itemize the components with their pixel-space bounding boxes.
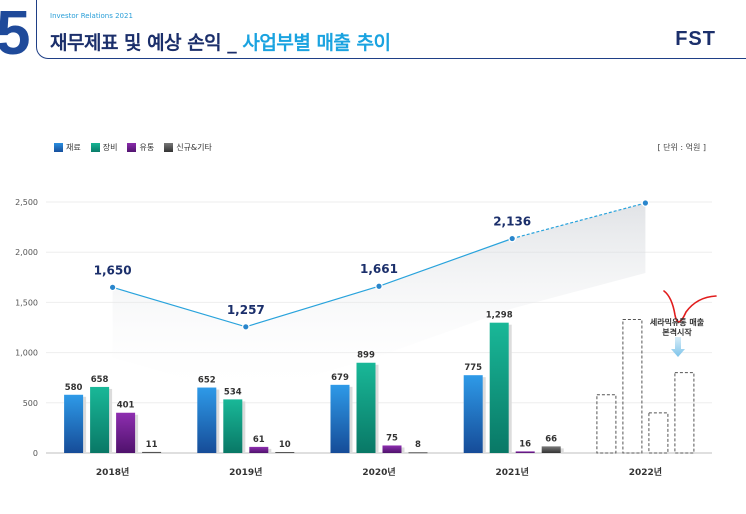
forecast-annotation: 세라믹유통 매출 본격시작 — [645, 318, 709, 338]
x-tick-label: 2020년 — [362, 466, 395, 478]
bar-label-equipment: 1,298 — [486, 311, 513, 321]
bar-new-other — [142, 451, 162, 453]
brand-logo: FST — [675, 28, 716, 50]
header: 5 Investor Relations 2021 재무제표 및 예상 손익 _… — [0, 0, 746, 68]
red-checkmark-icon — [663, 290, 717, 323]
down-arrow-icon — [671, 337, 685, 357]
legend-label-distribution: 유통 — [139, 143, 155, 152]
line-shadow-band — [112, 203, 646, 397]
x-tick-label: 2021년 — [496, 466, 529, 478]
bar-new-other — [541, 446, 561, 453]
legend-label-equipment: 장비 — [102, 143, 118, 152]
legend-swatch-new-other — [164, 143, 174, 152]
bar-label-distribution: 61 — [253, 435, 265, 445]
annotation-line-1: 세라믹유통 매출 — [649, 318, 705, 327]
bar-label-equipment: 899 — [357, 351, 375, 361]
unit-label: [ 단위 : 억원 ] — [657, 143, 706, 152]
bar-label-new-other: 66 — [545, 434, 557, 444]
legend-item-material: 재료 — [54, 142, 81, 153]
total-line-forecast — [512, 202, 646, 240]
page-title: 재무제표 및 예상 손익 _ 사업부별 매출 추이 — [50, 28, 391, 55]
bar-label-material: 652 — [198, 376, 216, 386]
bar-label-material: 775 — [464, 363, 482, 373]
bar-equipment — [90, 386, 110, 453]
bar-new-other — [275, 451, 295, 453]
bar-label-material: 679 — [331, 373, 349, 383]
total-line — [112, 237, 513, 328]
bar-material — [463, 375, 483, 453]
bar-label-new-other: 10 — [279, 440, 291, 450]
y-tick-label: 1,500 — [15, 298, 38, 307]
bar-label-equipment: 658 — [91, 375, 109, 385]
bar-label-new-other: 8 — [415, 440, 421, 450]
bar-label-equipment: 534 — [224, 387, 242, 397]
forecast-bar-new-other — [674, 372, 695, 454]
forecast-bar-equipment — [622, 318, 643, 454]
ir-label: Investor Relations 2021 — [50, 12, 133, 20]
bar-label-distribution: 16 — [519, 439, 531, 449]
y-tick-label: 1,000 — [15, 349, 38, 358]
legend-item-new-other: 신규&기타 — [164, 142, 212, 153]
annotation-line-2: 본격시작 — [662, 328, 692, 337]
x-tick-label: 2022년 — [629, 466, 662, 478]
bar-label-distribution: 401 — [117, 401, 135, 411]
bar-new-other — [408, 452, 428, 454]
y-tick-label: 0 — [33, 449, 38, 458]
title-accent: 사업부별 매출 추이 — [242, 32, 391, 54]
total-label: 1,650 — [94, 263, 132, 277]
legend-item-equipment: 장비 — [90, 142, 118, 153]
bar-equipment — [223, 399, 243, 453]
x-tick-label: 2019년 — [229, 466, 262, 478]
bar-distribution — [249, 446, 269, 453]
y-tick-label: 2,500 — [15, 198, 38, 207]
legend-label-material: 재료 — [66, 143, 81, 152]
chart-legend: 재료 장비 유통 신규&기타 — [54, 142, 212, 153]
bar-label-new-other: 11 — [146, 440, 158, 450]
bar-distribution — [116, 412, 136, 453]
bar-material — [64, 394, 84, 453]
forecast-bar-material — [596, 394, 617, 454]
total-point — [508, 234, 517, 243]
legend-label-new-other: 신규&기타 — [176, 143, 212, 152]
total-label: 2,136 — [493, 215, 531, 229]
bar-label-material: 580 — [65, 383, 83, 393]
legend-item-distribution: 유통 — [127, 142, 154, 153]
y-tick-label: 500 — [23, 399, 38, 408]
total-point — [641, 199, 650, 207]
bar-equipment — [356, 362, 376, 453]
total-point — [375, 282, 383, 291]
forecast-bar-distribution — [648, 412, 669, 454]
bar-distribution — [515, 451, 535, 453]
legend-swatch-material — [54, 143, 63, 152]
total-point — [242, 322, 250, 331]
y-tick-label: 2,000 — [15, 248, 38, 257]
x-tick-label: 2018년 — [96, 466, 129, 478]
total-label: 1,257 — [227, 303, 265, 317]
legend-swatch-distribution — [127, 143, 137, 152]
bar-material — [330, 384, 350, 453]
title-main: 재무제표 및 예상 손익 _ — [50, 32, 243, 54]
bar-equipment — [489, 322, 509, 453]
bar-label-distribution: 75 — [386, 433, 398, 443]
bar-distribution — [382, 445, 402, 453]
total-label: 1,661 — [360, 262, 398, 276]
slide-number: 5 — [0, 0, 31, 68]
bar-material — [197, 387, 217, 453]
header-frame — [36, 0, 746, 59]
legend-swatch-equipment — [90, 143, 100, 152]
total-point — [108, 283, 117, 292]
